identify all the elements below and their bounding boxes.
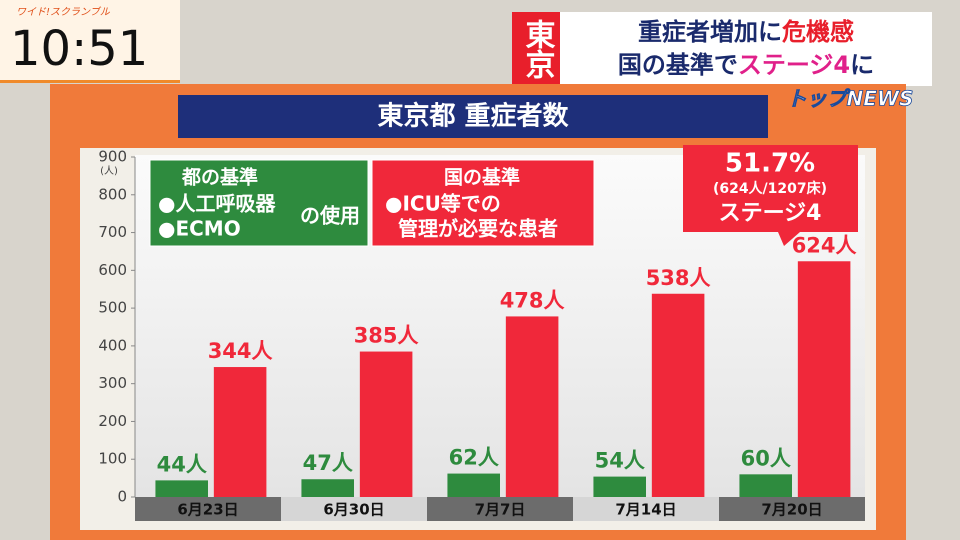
bar: [213, 367, 267, 497]
headline-text: 危機感: [782, 18, 854, 46]
category-band: [281, 497, 427, 521]
clock-rule: [0, 80, 180, 83]
callout-text: ステージ4: [719, 201, 822, 226]
bar: [359, 351, 413, 497]
value-label: 47人: [303, 451, 353, 475]
headline-text: ステージ4: [738, 51, 850, 79]
y-tick-label: 200: [98, 412, 127, 430]
legend-label: 国の基準: [444, 166, 520, 189]
chart: 0 100 200 300 400 500 600 700 800 900(人) 6月23日 44人 3…: [98, 145, 865, 521]
category-band: [573, 497, 719, 521]
x-tick-label: 7月7日: [475, 501, 526, 519]
x-tick-label: 6月23日: [177, 501, 238, 519]
title-bar: [178, 95, 768, 138]
bar: [593, 476, 646, 497]
headline-line: 重症者増加に危機感: [638, 18, 854, 46]
category-band: [135, 497, 281, 521]
bar: [301, 479, 354, 497]
bar: [505, 316, 559, 497]
clock-panel: [0, 0, 180, 82]
legend-label: 都の基準: [181, 166, 258, 189]
value-label: 54人: [595, 449, 645, 473]
bar: [797, 261, 851, 497]
y-tick-label: 400: [98, 336, 127, 354]
legend-detail: の使用: [300, 204, 360, 228]
y-tick-label: 800: [98, 185, 127, 203]
headline-box: [560, 12, 932, 86]
y-tick-label: 300: [98, 374, 127, 392]
y-unit: (人): [100, 165, 118, 177]
section-logo: トップNEWS: [787, 87, 914, 111]
value-label: 44人: [157, 452, 207, 476]
bar: [155, 480, 208, 497]
callout-text: (624人/1207床): [713, 180, 827, 197]
legend-box: [149, 159, 369, 247]
headline-text: 国の基準で: [618, 51, 738, 79]
y-tick-label: 700: [98, 223, 127, 241]
y-tick-label: 100: [98, 450, 127, 468]
legend-detail: ●ICU等での: [385, 192, 501, 216]
bar: [651, 293, 705, 497]
headline-text: に: [850, 51, 874, 79]
bar: [447, 473, 500, 497]
value-label: 62人: [449, 446, 499, 470]
program-logo: ワイド!スクランブル: [16, 6, 111, 18]
region: 東京: [520, 19, 556, 79]
value-label: 385人: [354, 324, 419, 348]
value-label: 478人: [500, 288, 565, 312]
y-tick-label: 0: [117, 488, 127, 506]
legend-detail: ●人工呼吸器: [158, 192, 276, 216]
chart-title: 東京都 重症者数: [377, 101, 569, 132]
clock: 10:51: [10, 21, 148, 77]
headline-text: 重症者増加に: [638, 18, 782, 46]
value-label: 538人: [646, 266, 711, 290]
y-tick-label: 500: [98, 299, 127, 317]
value-label: 344人: [208, 339, 273, 363]
legend-detail: 管理が必要な患者: [398, 217, 558, 241]
legend-detail: ●ECMO: [158, 217, 241, 241]
callout-text: 51.7%: [725, 149, 815, 179]
callout-box: [683, 145, 858, 246]
y-tick-label: 900: [98, 148, 127, 166]
legend-box: [371, 159, 595, 247]
category-band: [427, 497, 573, 521]
y-tick-label: 600: [98, 261, 127, 279]
value-label: 624人: [792, 233, 857, 257]
region-badge: [512, 12, 560, 86]
category-band: [719, 497, 865, 521]
x-tick-label: 7月14日: [615, 501, 676, 519]
headline-line: 国の基準でステージ4に: [618, 51, 874, 79]
x-tick-label: 7月20日: [761, 501, 822, 519]
x-tick-label: 6月30日: [323, 501, 384, 519]
value-label: 60人: [741, 446, 791, 470]
bar: [739, 474, 792, 497]
